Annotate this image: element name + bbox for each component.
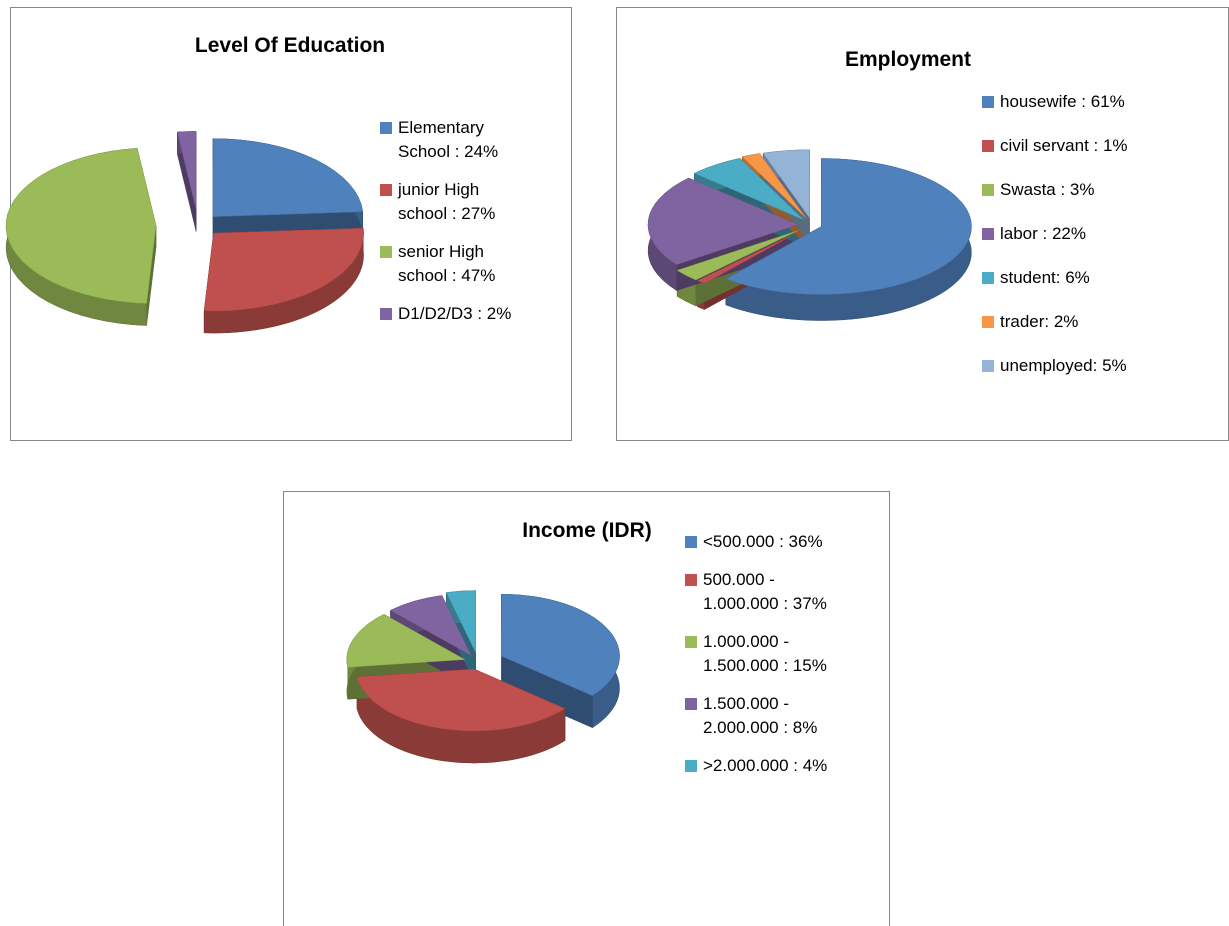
slice [741,153,807,219]
legend-swatch [982,228,994,240]
slice [501,593,620,696]
legend-swatch [685,760,697,772]
legend-label: <500.000 : 36% [703,532,823,551]
slice [693,158,804,221]
legend-entry: student: 6% [982,266,1202,290]
legend-label: senior High school : 47% [398,242,496,285]
legend-swatch [685,698,697,710]
legend-label: trader: 2% [1000,312,1079,331]
slice [676,230,799,281]
chart-title: Employment [844,48,972,71]
legend: <500.000 : 36% 500.000 - 1.000.000 : 37% 1… [685,530,835,778]
legend-swatch [685,574,697,586]
slice [696,230,801,284]
chart-frame [283,491,890,926]
legend-label: student: 6% [1000,268,1090,287]
legend-swatch [380,308,392,320]
legend-entry: <500.000 : 36% [685,530,835,554]
slice [203,227,364,312]
legend-label: D1/D2/D3 : 2% [398,304,512,323]
legend-label: housewife : 61% [1000,92,1125,111]
legend-swatch [982,140,994,152]
slice [346,614,466,668]
legend-entry: junior High school : 27% [380,178,530,226]
legend-label: junior High school : 27% [398,180,496,223]
legend-entry: civil servant : 1% [982,134,1202,158]
legend-entry: 1.000.000 - 1.500.000 : 15% [685,630,835,678]
legend-entry: >2.000.000 : 4% [685,754,835,778]
slice-tops [647,149,972,295]
legend-entry: labor : 22% [982,222,1202,246]
legend-swatch [982,316,994,328]
legend-entry: senior High school : 47% [380,240,530,288]
slice [725,158,972,295]
legend-label: Elementary School : 24% [398,118,499,161]
legend-swatch [982,96,994,108]
legend-swatch [982,360,994,372]
chart-title: Level Of Education [194,34,386,57]
legend-swatch [380,122,392,134]
legend-entry: 1.500.000 - 2.000.000 : 8% [685,692,835,740]
slice [356,668,566,732]
legend-swatch [685,536,697,548]
slice [5,148,157,304]
legend-entry: Elementary School : 24% [380,116,530,164]
slice [389,595,472,657]
legend-entry: 500.000 - 1.000.000 : 37% [685,568,835,616]
legend-label: labor : 22% [1000,224,1086,243]
legend-label: Swasta : 3% [1000,180,1095,199]
legend-swatch [380,246,392,258]
legend-swatch [380,184,392,196]
legend-label: 500.000 - 1.000.000 : 37% [703,570,827,613]
legend-label: civil servant : 1% [1000,136,1128,155]
legend-label: unemployed: 5% [1000,356,1127,375]
legend: housewife : 61% civil servant : 1% Swasta … [982,90,1202,378]
legend: Elementary School : 24% junior High schoo… [380,116,530,326]
legend-entry: Swasta : 3% [982,178,1202,202]
legend-entry: D1/D2/D3 : 2% [380,302,530,326]
chart-title: Income (IDR) [522,519,652,542]
legend-label: 1.000.000 - 1.500.000 : 15% [703,632,827,675]
slice [762,149,810,219]
legend-entry: trader: 2% [982,310,1202,334]
legend-label: 1.500.000 - 2.000.000 : 8% [703,694,818,737]
slice-tops [346,590,620,732]
legend-swatch [685,636,697,648]
legend-entry: unemployed: 5% [982,354,1202,378]
slice [647,177,799,265]
slice [446,590,476,653]
legend-swatch [982,184,994,196]
legend-swatch [982,272,994,284]
legend-label: >2.000.000 : 4% [703,756,828,775]
legend-entry: housewife : 61% [982,90,1202,114]
slice [177,131,197,210]
slice-tops [5,131,364,312]
slice [212,138,364,217]
